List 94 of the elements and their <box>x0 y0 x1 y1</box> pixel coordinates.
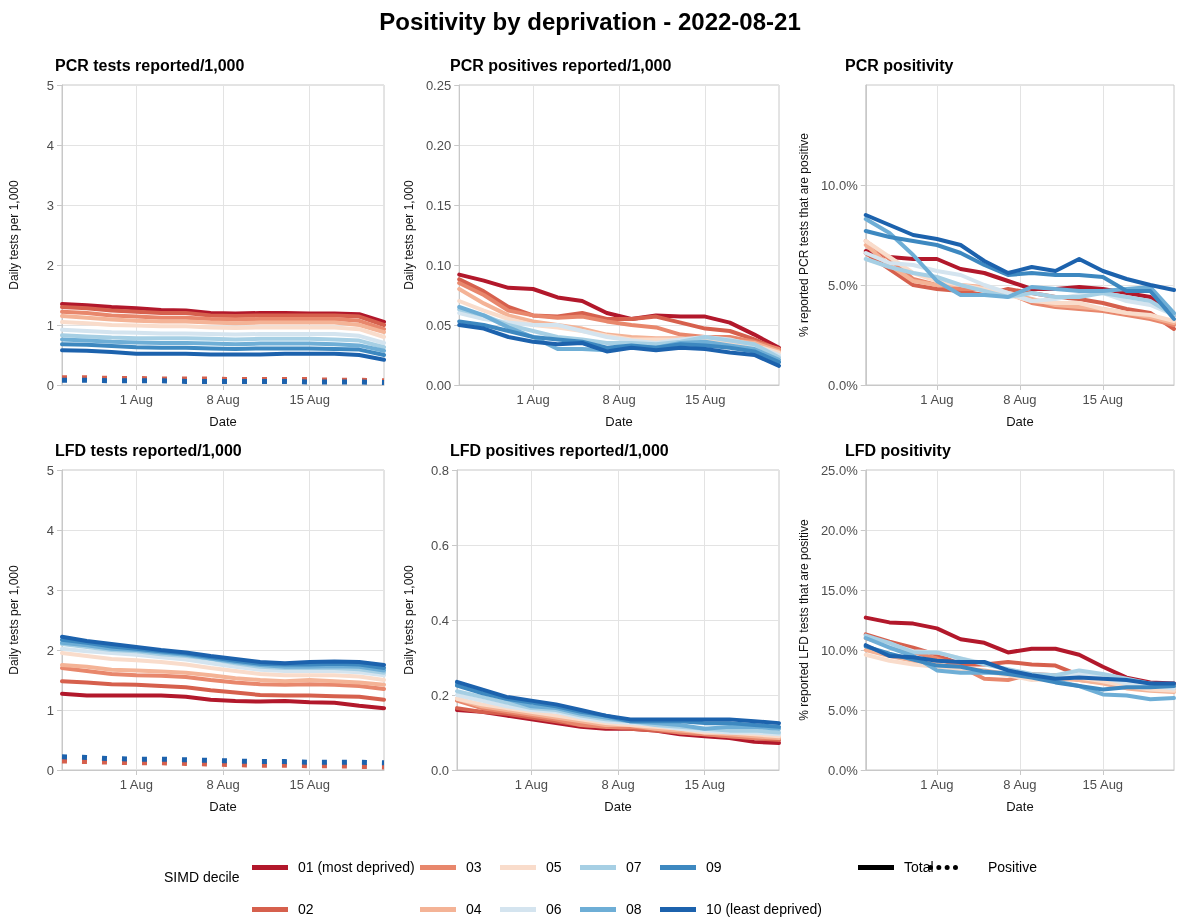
line-series <box>60 309 386 332</box>
line-series <box>60 348 386 362</box>
y-axis-title: Daily tests per 1,000 <box>7 564 21 675</box>
line-series <box>60 320 386 339</box>
y-tick-label: 0.15 <box>425 197 452 213</box>
x-tick-label: 1 Aug <box>514 777 548 792</box>
legend-label: 08 <box>626 901 642 917</box>
x-axis-title: Date <box>604 799 632 814</box>
y-tick-label: 0.05 <box>425 317 452 333</box>
x-tick-label: 8 Aug <box>602 392 636 407</box>
line-series <box>60 314 386 335</box>
chart-title: LFD positivity <box>845 441 951 459</box>
x-tick-label: 15 Aug <box>1082 392 1124 407</box>
y-tick-label: 5.0% <box>828 277 859 293</box>
y-tick-label: 3 <box>46 582 54 598</box>
x-axis-title: Date <box>209 414 237 429</box>
legend-label: 05 <box>546 859 562 875</box>
legend-label: 09 <box>706 859 722 875</box>
x-tick-label: 8 Aug <box>1003 777 1037 792</box>
legend-label: 03 <box>466 859 482 875</box>
y-tick-label: 10.0% <box>820 642 859 658</box>
line-series <box>863 213 1176 292</box>
chart-title: PCR tests reported/1,000 <box>55 56 245 74</box>
y-tick-label: 5 <box>46 462 54 478</box>
x-tick-label: 15 Aug <box>1082 777 1124 792</box>
x-tick-label: 15 Aug <box>684 392 726 407</box>
y-tick-label: 4 <box>46 137 54 153</box>
text: Positive <box>988 859 1038 875</box>
x-tick-label: 1 Aug <box>119 392 153 407</box>
y-tick-label: 0 <box>46 377 54 393</box>
y-axis-title: Daily tests per 1,000 <box>402 564 416 675</box>
chart-title: PCR positivity <box>845 56 954 74</box>
y-tick-label: 0.8 <box>430 462 449 478</box>
y-tick-label: 15.0% <box>820 582 859 598</box>
line-series <box>60 337 386 353</box>
y-tick-label: 2 <box>46 257 54 273</box>
legend-label: 07 <box>626 859 642 875</box>
y-tick-label: 0.0% <box>828 762 859 778</box>
y-tick-label: 25.0% <box>820 462 859 478</box>
line-series <box>60 342 386 357</box>
y-tick-label: 0.10 <box>425 257 452 273</box>
x-axis-title: Date <box>1006 799 1034 814</box>
y-tick-label: 0.2 <box>430 687 449 703</box>
x-tick-label: 1 Aug <box>920 392 954 407</box>
line-series <box>863 217 1176 315</box>
x-tick-label: 1 Aug <box>119 777 153 792</box>
x-tick-label: 15 Aug <box>289 392 330 407</box>
line-series <box>60 679 386 702</box>
y-tick-label: 0.0% <box>828 377 859 393</box>
y-tick-label: 0.0 <box>430 762 449 778</box>
line-series <box>60 327 386 345</box>
x-axis-title: Date <box>605 414 633 429</box>
x-axis-title: Date <box>209 799 237 814</box>
y-axis-title: Daily tests per 1,000 <box>402 179 416 290</box>
legend-label: 06 <box>546 901 562 917</box>
x-tick-label: 15 Aug <box>289 777 330 792</box>
y-tick-label: 10.0% <box>820 177 859 193</box>
legend-label: 01 (most deprived) <box>298 859 415 875</box>
legend-label: 02 <box>298 901 314 917</box>
y-axis-title: Daily tests per 1,000 <box>7 179 21 290</box>
y-tick-label: 5.0% <box>828 702 859 718</box>
x-tick-label: 15 Aug <box>684 777 725 792</box>
x-tick-label: 1 Aug <box>516 392 550 407</box>
y-tick-label: 0.00 <box>425 377 452 393</box>
chart-title: LFD positives reported/1,000 <box>450 441 669 459</box>
y-tick-label: 0.20 <box>425 137 452 153</box>
legend-title: SIMD decile <box>164 869 240 885</box>
y-tick-label: 5 <box>46 77 54 93</box>
y-tick-label: 2 <box>46 642 54 658</box>
x-tick-label: 8 Aug <box>601 777 635 792</box>
x-tick-label: 8 Aug <box>206 777 240 792</box>
line-series <box>60 691 386 711</box>
x-tick-label: 1 Aug <box>920 777 954 792</box>
text: Total <box>904 859 934 875</box>
y-tick-label: 3 <box>46 197 54 213</box>
x-tick-label: 8 Aug <box>206 392 240 407</box>
x-axis-title: Date <box>1006 414 1034 429</box>
y-tick-label: 1 <box>46 702 54 718</box>
y-tick-label: 4 <box>46 522 54 538</box>
y-tick-label: 0 <box>46 762 54 778</box>
y-tick-label: 1 <box>46 317 54 333</box>
y-axis-title: % reported PCR tests that are positive <box>797 132 811 338</box>
y-tick-label: 0.25 <box>425 77 452 93</box>
y-tick-label: 0.6 <box>430 537 449 553</box>
y-tick-label: 20.0% <box>820 522 859 538</box>
chart-title: LFD tests reported/1,000 <box>55 441 242 459</box>
x-tick-label: 8 Aug <box>1003 392 1037 407</box>
y-tick-label: 0.4 <box>430 612 449 628</box>
legend-label: 04 <box>466 901 482 917</box>
line-series <box>60 333 386 350</box>
legend-label: 10 (least deprived) <box>706 901 822 917</box>
y-axis-title: % reported LFD tests that are positive <box>797 518 811 721</box>
text: Positivity by deprivation - 2022-08-21 <box>378 8 802 36</box>
chart-title: PCR positives reported/1,000 <box>450 56 672 74</box>
